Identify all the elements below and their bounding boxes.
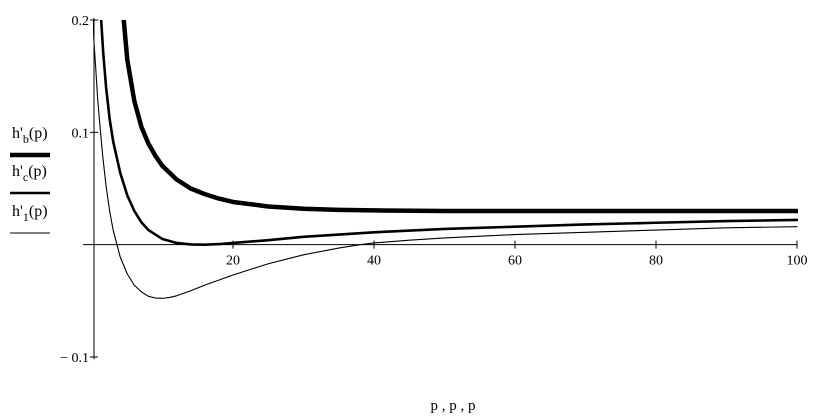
x-tick-label: 40 xyxy=(367,254,381,269)
x-tick-label: 80 xyxy=(649,254,663,269)
x-tick-label: 60 xyxy=(508,254,522,269)
x-tick-label: 20 xyxy=(226,254,240,269)
y-tick-label: − 0.1 xyxy=(60,351,89,366)
series-layer xyxy=(93,20,797,298)
y-tick-label: 0.1 xyxy=(72,126,90,141)
series-line-3 xyxy=(93,20,797,298)
x-tick-label: 100 xyxy=(787,254,808,269)
y-tick-label: 0.2 xyxy=(72,14,90,29)
series-line-1 xyxy=(124,20,797,211)
legend-label-2: h'c(p) xyxy=(12,163,47,184)
x-axis-label: p , p , p xyxy=(431,398,476,414)
legend-label-1: h'b(p) xyxy=(12,125,48,146)
legend: h'b(p) h'c(p) h'1(p) xyxy=(10,125,50,233)
ticks-layer: 20 40 60 80 100 0.2 0.1 − 0.1 xyxy=(60,14,807,366)
legend-label-3: h'1(p) xyxy=(12,203,48,224)
